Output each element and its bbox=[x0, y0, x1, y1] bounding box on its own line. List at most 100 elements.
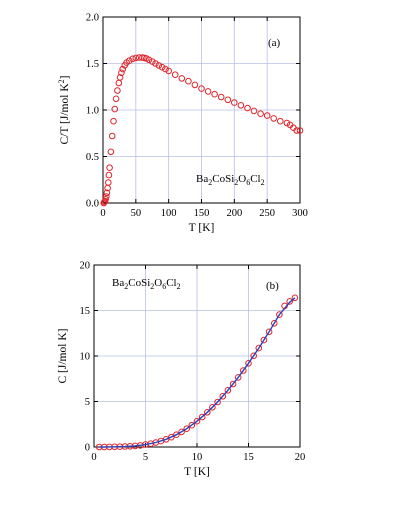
x-tick-label: 250 bbox=[259, 208, 275, 219]
formula-subscript: 2 bbox=[150, 282, 154, 291]
formula-subscript: 2 bbox=[177, 282, 181, 291]
data-point bbox=[171, 71, 179, 78]
data-point bbox=[211, 90, 218, 98]
data-point bbox=[105, 179, 112, 186]
x-tick-label: 15 bbox=[243, 452, 254, 463]
data-point bbox=[165, 67, 172, 75]
formula-subscript: 2 bbox=[208, 178, 212, 187]
data-point bbox=[188, 421, 196, 429]
formula-part: Ba bbox=[196, 173, 208, 185]
data-point bbox=[245, 360, 252, 367]
plot-frame bbox=[93, 264, 301, 448]
data-point bbox=[271, 320, 278, 327]
data-point bbox=[103, 193, 110, 200]
data-point bbox=[183, 425, 190, 433]
data-point bbox=[277, 117, 284, 125]
data-point bbox=[244, 104, 251, 112]
data-point bbox=[178, 75, 186, 82]
data-point bbox=[240, 367, 247, 374]
panel-tag: (a) bbox=[268, 37, 281, 49]
data-point bbox=[103, 189, 111, 197]
y-tick-label: 0 bbox=[85, 443, 90, 454]
fit-line bbox=[99, 297, 296, 448]
data-point bbox=[152, 60, 159, 67]
data-point bbox=[204, 409, 211, 416]
data-point bbox=[158, 63, 166, 71]
x-axis-label: T [K] bbox=[189, 222, 215, 234]
formula-subscript: 2 bbox=[234, 178, 238, 187]
data-point bbox=[291, 294, 299, 302]
x-tick-label: 300 bbox=[292, 208, 308, 219]
y-axis-label: C [J/mol K] bbox=[57, 329, 69, 384]
data-point bbox=[234, 374, 242, 381]
data-point bbox=[111, 105, 119, 113]
data-point bbox=[250, 352, 257, 360]
formula-subscript: 2 bbox=[124, 282, 128, 291]
y-tick-label: 2.0 bbox=[86, 13, 99, 24]
panel-a: 0 50 100 150 200 250 300 0.0 0.5 1.0 1.5 2.0 T [K] C/… bbox=[57, 13, 308, 235]
data-point bbox=[198, 85, 205, 92]
y-tick-label: 1.5 bbox=[86, 59, 99, 70]
formula-part: Cl bbox=[250, 173, 260, 185]
data-point bbox=[193, 417, 201, 425]
x-tick-label: 20 bbox=[295, 452, 306, 463]
data-point bbox=[107, 148, 115, 156]
data-point bbox=[118, 69, 125, 77]
data-point bbox=[119, 65, 126, 73]
compound-label: Ba2CoSi2O6Cl2 bbox=[196, 173, 265, 187]
data-point bbox=[263, 112, 271, 119]
x-tick-label: 5 bbox=[143, 452, 148, 463]
data-point bbox=[112, 95, 120, 103]
data-point bbox=[132, 54, 140, 62]
x-axis-label: T [K] bbox=[184, 466, 210, 478]
data-point bbox=[105, 171, 113, 179]
y-axis-label: C/T [J/mol K2] bbox=[57, 76, 71, 145]
formula-subscript: 6 bbox=[246, 178, 250, 187]
data-point bbox=[255, 344, 263, 352]
data-point bbox=[162, 65, 169, 73]
data-point bbox=[286, 298, 294, 305]
data-point bbox=[204, 88, 212, 95]
data-point bbox=[296, 127, 304, 134]
data-point bbox=[126, 57, 133, 65]
plot-frame bbox=[102, 16, 301, 204]
data-point bbox=[219, 393, 227, 400]
formula-part: CoSi bbox=[128, 277, 150, 289]
data-point bbox=[173, 431, 180, 439]
y-tick-label: 0.5 bbox=[86, 152, 99, 163]
formula-part: O bbox=[238, 173, 246, 185]
data-point bbox=[293, 127, 301, 134]
formula-part: Cl bbox=[166, 277, 176, 289]
data-point bbox=[237, 102, 245, 109]
x-tick-label: 0 bbox=[100, 208, 105, 219]
data-point bbox=[178, 428, 185, 436]
data-point bbox=[129, 55, 136, 63]
y-axis-label-text: C/T [J/mol K bbox=[59, 83, 71, 145]
y-tick-label: 15 bbox=[80, 306, 91, 317]
x-tick-label: 0 bbox=[91, 452, 96, 463]
data-point bbox=[102, 196, 109, 203]
data-point bbox=[185, 77, 192, 85]
data-point bbox=[155, 62, 163, 69]
panel-tag: (b) bbox=[266, 280, 279, 292]
y-tick-label: 20 bbox=[80, 261, 91, 272]
data-point bbox=[260, 336, 268, 344]
data-point bbox=[283, 119, 291, 127]
x-tick-label: 10 bbox=[192, 452, 203, 463]
data-point bbox=[265, 328, 273, 336]
data-point bbox=[114, 87, 121, 94]
data-point bbox=[217, 93, 225, 101]
data-point bbox=[108, 132, 116, 140]
data-point bbox=[198, 413, 206, 421]
data-point bbox=[229, 380, 237, 388]
y-axis-label-text: C [J/mol K] bbox=[57, 329, 69, 384]
formula-part: Ba bbox=[112, 277, 124, 289]
data-point bbox=[231, 99, 238, 106]
data-point bbox=[214, 398, 221, 406]
data-point bbox=[250, 107, 258, 115]
formula-part: O bbox=[154, 277, 162, 289]
data-point bbox=[224, 387, 232, 394]
data-point bbox=[115, 79, 123, 87]
data-point bbox=[224, 96, 232, 104]
x-tick-label: 150 bbox=[194, 208, 210, 219]
